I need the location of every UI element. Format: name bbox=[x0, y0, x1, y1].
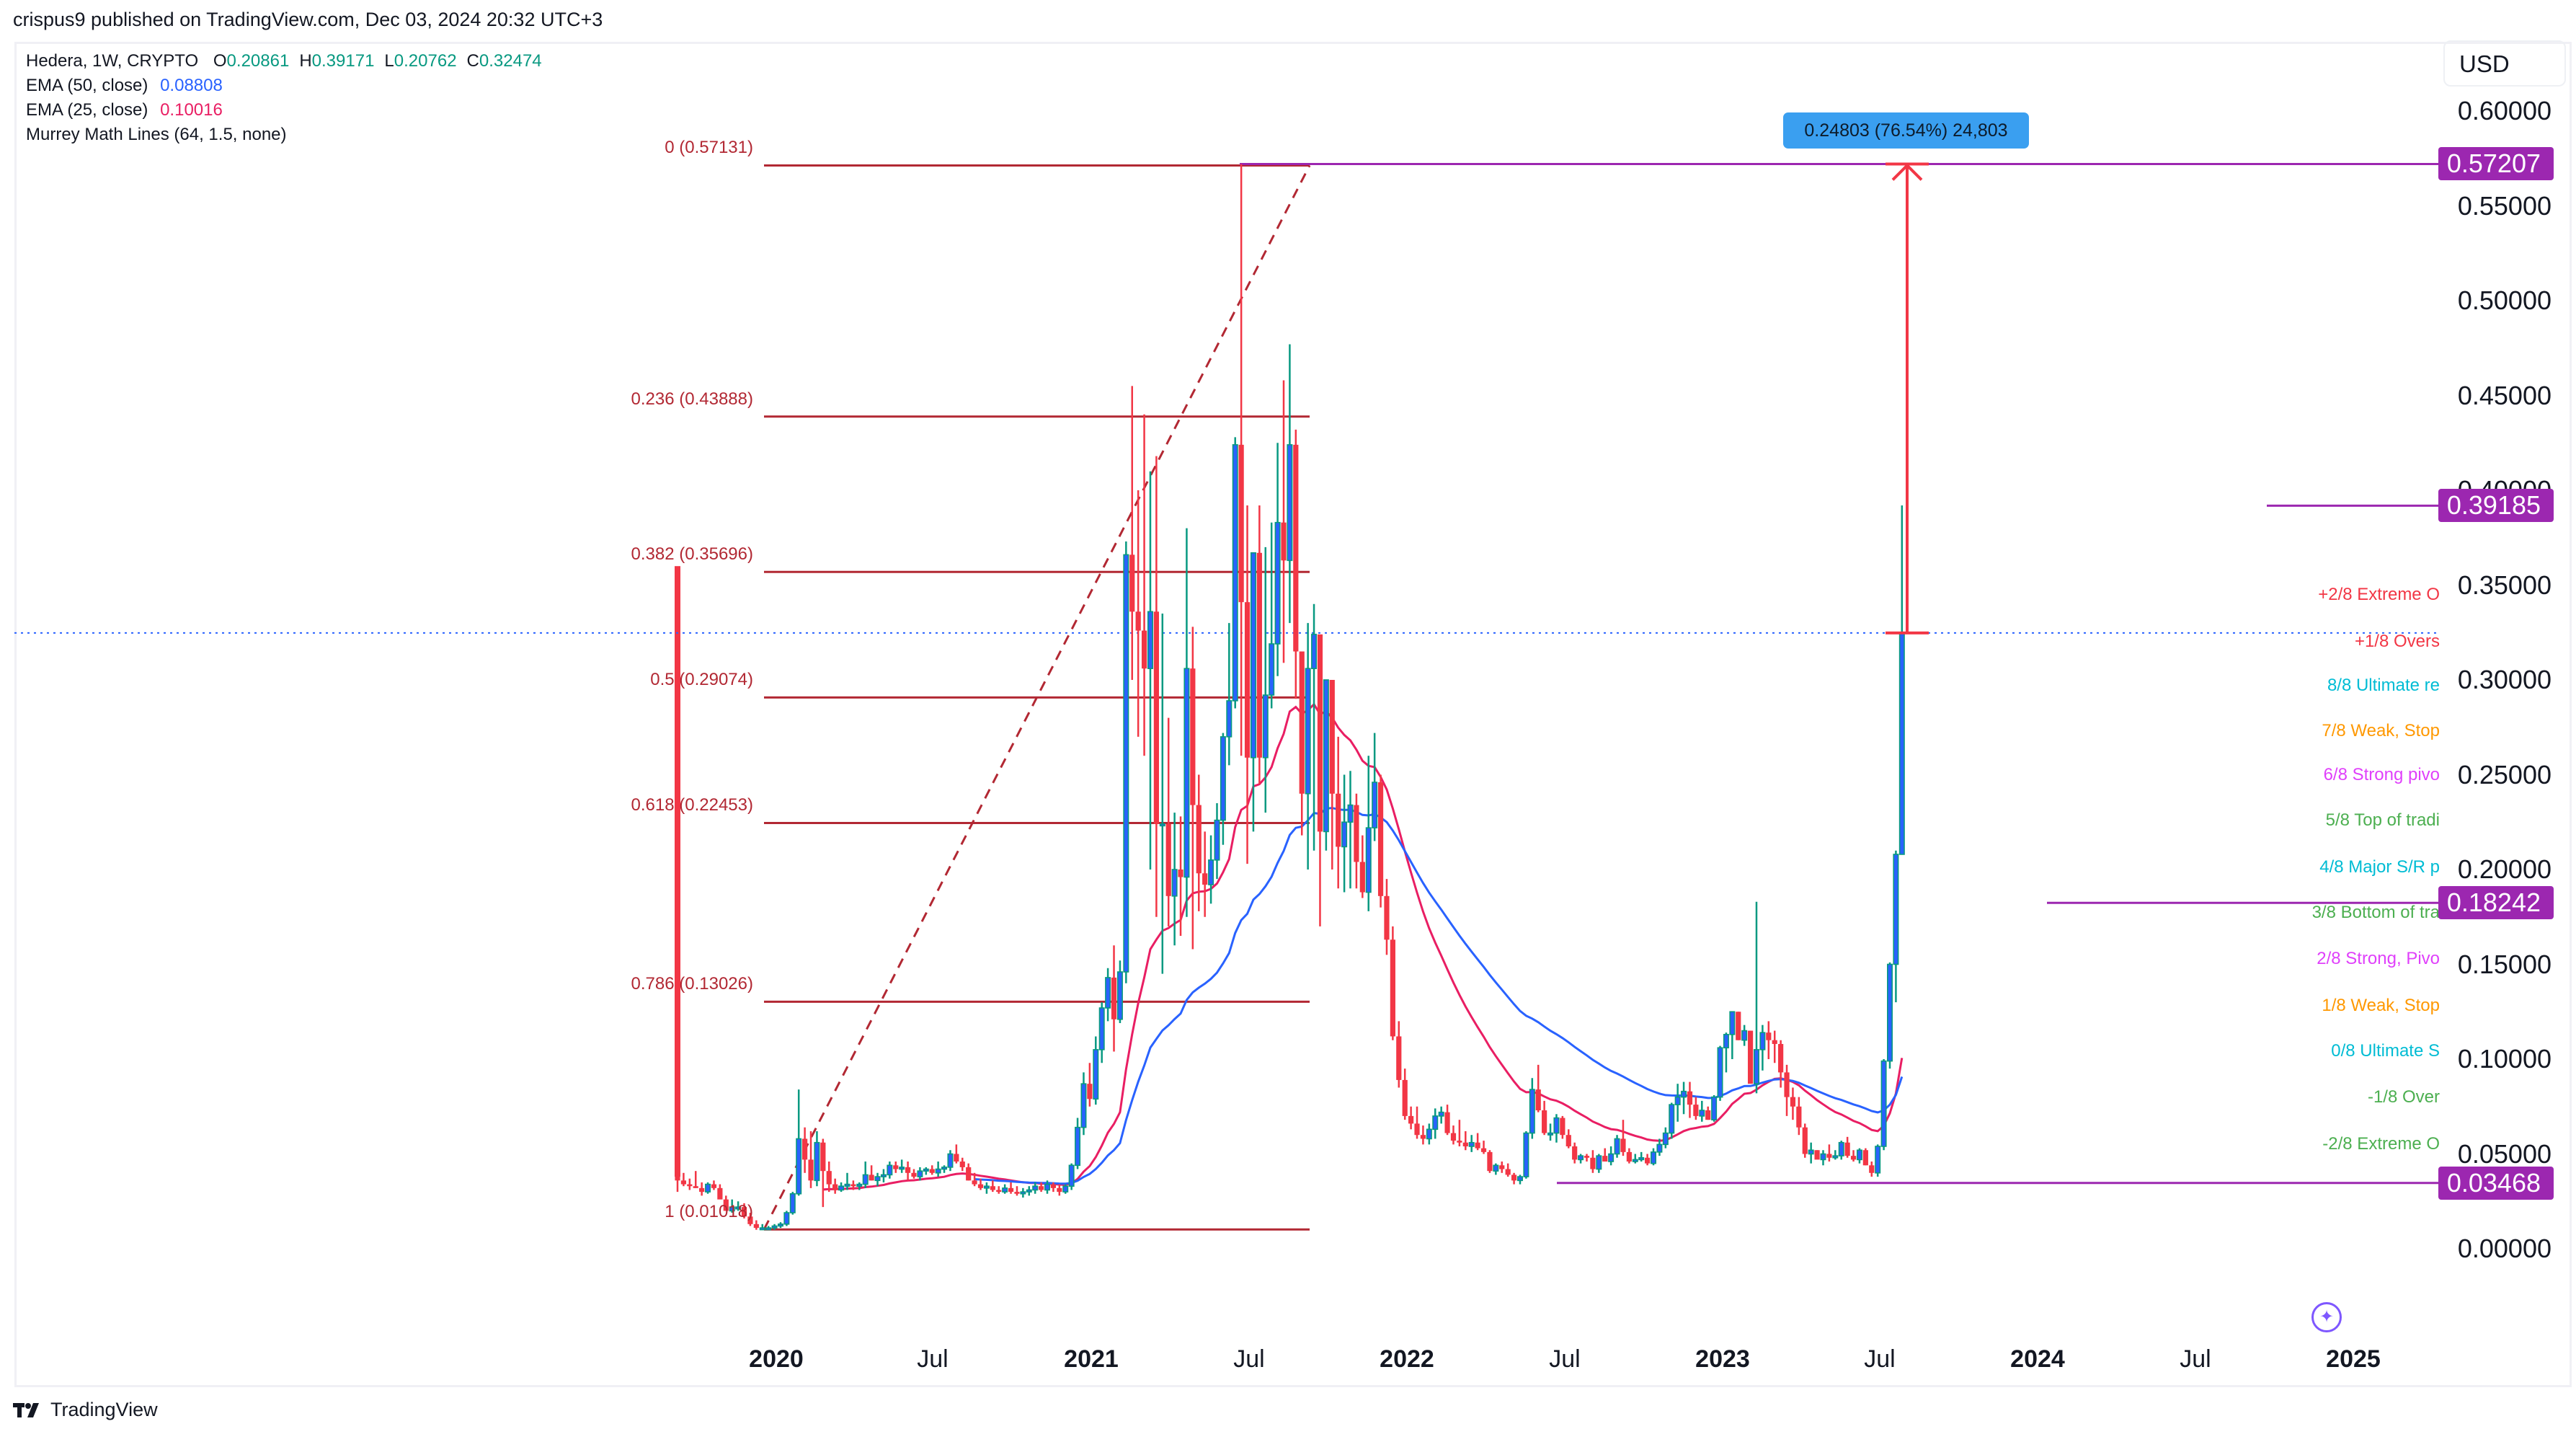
price-tick: 0.50000 bbox=[2457, 286, 2551, 315]
ohlc-c: C0.32474 bbox=[466, 51, 542, 71]
symbol-title: Hedera, 1W, CRYPTO bbox=[26, 51, 199, 71]
time-tick: Jul bbox=[917, 1345, 949, 1373]
murrey-level-label: 4/8 Major S/R p bbox=[2319, 857, 2440, 877]
ema50-label: EMA (50, close) bbox=[26, 76, 148, 95]
chart-frame bbox=[14, 42, 2572, 1387]
fib-label: 1 (0.01018) bbox=[665, 1202, 753, 1222]
ema50-row[interactable]: EMA (50, close) 0.08808 bbox=[26, 74, 542, 98]
time-tick: 2024 bbox=[2010, 1345, 2065, 1373]
time-tick: Jul bbox=[2180, 1345, 2211, 1373]
murrey-level-label: 5/8 Top of tradi bbox=[2325, 810, 2440, 830]
price-badge: 0.18242 bbox=[2438, 886, 2554, 920]
fib-label: 0.382 (0.35696) bbox=[631, 544, 753, 565]
murrey-level-label: 8/8 Ultimate re bbox=[2327, 675, 2440, 695]
murrey-level-label: 3/8 Bottom of tra bbox=[2311, 903, 2440, 923]
currency-selector[interactable]: USD bbox=[2443, 40, 2566, 87]
price-badge: 0.57207 bbox=[2438, 147, 2554, 181]
ema25-label: EMA (25, close) bbox=[26, 100, 148, 120]
ema50-value: 0.08808 bbox=[160, 76, 223, 95]
price-tick: 0.45000 bbox=[2457, 380, 2551, 410]
ohlc-l: L0.20762 bbox=[384, 51, 457, 71]
tradingview-wordmark: TradingView bbox=[50, 1399, 158, 1420]
time-tick: 2025 bbox=[2326, 1345, 2381, 1373]
fib-label: 0.618 (0.22453) bbox=[631, 795, 753, 815]
tradingview-logo[interactable]: TradingView bbox=[13, 1399, 158, 1421]
ohlc-h: H0.39171 bbox=[299, 51, 375, 71]
price-tick: 0.35000 bbox=[2457, 570, 2551, 600]
price-tick: 0.55000 bbox=[2457, 190, 2551, 221]
fib-label: 0.5 (0.29074) bbox=[650, 670, 753, 690]
murrey-level-label: 7/8 Weak, Stop bbox=[2322, 721, 2440, 740]
murrey-level-label: +2/8 Extreme O bbox=[2318, 584, 2440, 604]
time-tick: Jul bbox=[1864, 1345, 1896, 1373]
murrey-level-label: -1/8 Over bbox=[2367, 1087, 2440, 1107]
price-tick: 0.15000 bbox=[2457, 949, 2551, 979]
ohlc-o: O0.20861 bbox=[213, 51, 290, 71]
time-tick: Jul bbox=[1233, 1345, 1265, 1373]
price-badge: 0.39185 bbox=[2438, 489, 2554, 523]
murrey-level-label: 6/8 Strong pivo bbox=[2323, 764, 2440, 784]
measure-label: 0.24803 (76.54%) 24,803 bbox=[1783, 112, 2029, 149]
murrey-level-label: 2/8 Strong, Pivo bbox=[2317, 948, 2440, 968]
tv-logo-icon bbox=[13, 1402, 39, 1417]
murrey-level-label: 1/8 Weak, Stop bbox=[2322, 996, 2440, 1016]
publisher-caption: crispus9 published on TradingView.com, D… bbox=[13, 9, 603, 30]
time-tick: 2021 bbox=[1064, 1345, 1119, 1373]
sparkle-icon[interactable]: ✦ bbox=[2311, 1302, 2342, 1332]
murrey-row[interactable]: Murrey Math Lines (64, 1.5, none) bbox=[26, 123, 542, 147]
murrey-level-label: +1/8 Overs bbox=[2354, 632, 2440, 652]
price-tick: 0.10000 bbox=[2457, 1044, 2551, 1074]
chart-legend: Hedera, 1W, CRYPTO O0.20861 H0.39171 L0.20… bbox=[26, 49, 542, 147]
time-tick: 2022 bbox=[1380, 1345, 1434, 1373]
symbol-row[interactable]: Hedera, 1W, CRYPTO O0.20861 H0.39171 L0.20… bbox=[26, 49, 542, 74]
ema25-value: 0.10016 bbox=[160, 100, 223, 120]
price-tick: 0.25000 bbox=[2457, 759, 2551, 789]
price-tick: 0.05000 bbox=[2457, 1138, 2551, 1169]
fib-label: 0 (0.57131) bbox=[665, 138, 753, 158]
time-tick: 2020 bbox=[749, 1345, 804, 1373]
fib-label: 0.236 (0.43888) bbox=[631, 389, 753, 409]
price-tick: 0.00000 bbox=[2457, 1234, 2551, 1263]
murrey-label: Murrey Math Lines (64, 1.5, none) bbox=[26, 125, 287, 144]
time-tick: Jul bbox=[1549, 1345, 1581, 1373]
price-tick: 0.60000 bbox=[2457, 96, 2551, 125]
ohlc-values: O0.20861 H0.39171 L0.20762 C0.32474 bbox=[203, 51, 542, 71]
fib-label: 0.786 (0.13026) bbox=[631, 974, 753, 994]
murrey-level-label: 0/8 Ultimate S bbox=[2331, 1041, 2440, 1061]
price-tick: 0.20000 bbox=[2457, 854, 2551, 884]
price-tick: 0.30000 bbox=[2457, 665, 2551, 694]
murrey-level-label: -2/8 Extreme O bbox=[2322, 1134, 2440, 1154]
ema25-row[interactable]: EMA (25, close) 0.10016 bbox=[26, 98, 542, 123]
time-tick: 2023 bbox=[1695, 1345, 1750, 1373]
price-badge: 0.03468 bbox=[2438, 1166, 2554, 1200]
